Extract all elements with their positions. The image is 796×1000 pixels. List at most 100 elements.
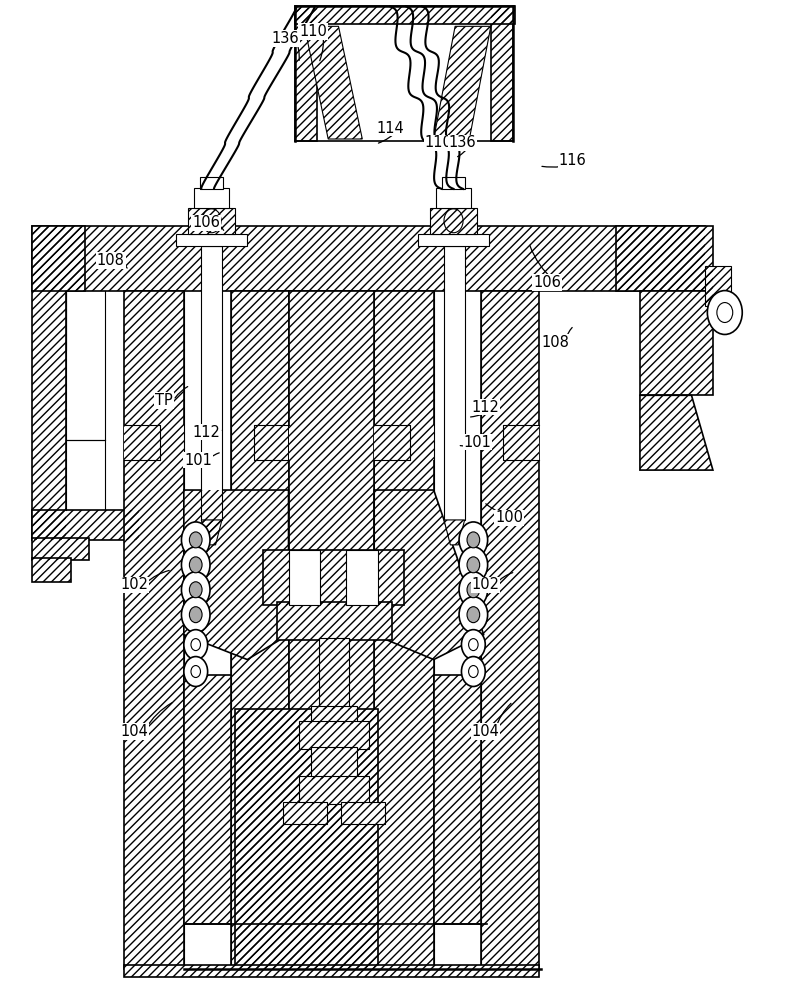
Polygon shape	[444, 520, 465, 545]
Bar	[200, 177, 224, 189]
Circle shape	[467, 607, 480, 623]
Circle shape	[462, 657, 486, 686]
Bar	[263, 550, 404, 605]
Bar	[288, 291, 374, 969]
Bar	[236, 709, 378, 969]
Text: TP: TP	[155, 393, 173, 408]
Text: 102: 102	[471, 577, 499, 592]
Bar	[482, 291, 539, 969]
Bar	[444, 246, 465, 520]
Text: 112: 112	[471, 400, 499, 415]
Bar	[482, 425, 539, 460]
Circle shape	[459, 522, 488, 558]
Polygon shape	[201, 520, 222, 545]
Circle shape	[467, 582, 480, 598]
Bar	[32, 226, 85, 291]
Bar	[124, 965, 539, 977]
Bar	[482, 291, 539, 969]
Text: 116: 116	[559, 153, 587, 168]
Text: 100: 100	[495, 510, 523, 525]
Bar	[194, 188, 229, 208]
Bar	[288, 291, 374, 969]
Bar	[374, 425, 434, 460]
Bar	[232, 291, 288, 969]
Text: 108: 108	[541, 335, 569, 350]
Circle shape	[181, 572, 210, 608]
Bar	[66, 226, 705, 291]
Text: 104: 104	[471, 724, 499, 739]
Bar	[201, 246, 222, 520]
Bar	[310, 747, 357, 779]
Circle shape	[459, 597, 488, 633]
Bar	[418, 234, 490, 246]
Bar	[283, 802, 326, 824]
Bar	[124, 291, 184, 969]
Bar	[298, 776, 369, 804]
Bar	[310, 706, 357, 724]
Circle shape	[462, 630, 486, 660]
Text: 112: 112	[192, 425, 220, 440]
Bar	[310, 706, 357, 724]
Bar	[434, 291, 482, 969]
Bar	[32, 538, 88, 560]
Bar	[616, 226, 713, 291]
Bar	[310, 747, 357, 779]
Text: 102: 102	[121, 577, 149, 592]
Bar	[318, 638, 349, 709]
Circle shape	[459, 547, 488, 583]
Bar	[295, 8, 317, 141]
Bar	[616, 226, 713, 291]
Bar	[66, 291, 138, 510]
Bar	[184, 675, 232, 924]
Bar	[374, 291, 434, 969]
Circle shape	[469, 666, 478, 678]
Bar	[295, 6, 514, 24]
Polygon shape	[640, 395, 713, 470]
Bar	[32, 226, 85, 291]
Circle shape	[189, 532, 202, 548]
Circle shape	[708, 291, 742, 334]
Bar	[66, 226, 705, 291]
Bar	[124, 291, 184, 969]
Polygon shape	[188, 208, 236, 234]
Bar	[491, 8, 513, 141]
Text: 136: 136	[271, 31, 299, 46]
Bar	[346, 550, 378, 605]
Text: 101: 101	[184, 453, 212, 468]
Bar	[288, 425, 345, 460]
Bar	[295, 8, 317, 141]
Bar	[288, 550, 320, 605]
Bar	[236, 709, 378, 969]
Circle shape	[184, 657, 208, 686]
Bar	[640, 291, 713, 395]
Bar	[705, 266, 732, 306]
Text: 110: 110	[299, 24, 327, 39]
Circle shape	[189, 582, 202, 598]
Bar	[184, 291, 232, 969]
Bar	[341, 802, 384, 824]
Bar	[32, 226, 66, 540]
Text: 106: 106	[533, 275, 561, 290]
Circle shape	[469, 639, 478, 651]
Polygon shape	[184, 490, 288, 660]
Bar	[278, 602, 392, 640]
Circle shape	[717, 303, 733, 322]
Circle shape	[189, 607, 202, 623]
Circle shape	[189, 557, 202, 573]
Bar	[298, 721, 369, 749]
Bar	[32, 510, 139, 540]
Bar	[341, 802, 384, 824]
Circle shape	[467, 532, 480, 548]
Bar	[32, 538, 88, 560]
Bar	[124, 425, 184, 460]
Polygon shape	[430, 208, 478, 234]
Bar	[434, 675, 482, 924]
Circle shape	[467, 557, 480, 573]
Bar	[278, 602, 392, 640]
Text: 108: 108	[97, 253, 125, 268]
Circle shape	[184, 630, 208, 660]
Circle shape	[181, 522, 210, 558]
Polygon shape	[304, 26, 362, 139]
Bar	[66, 291, 104, 440]
Bar	[318, 638, 349, 709]
